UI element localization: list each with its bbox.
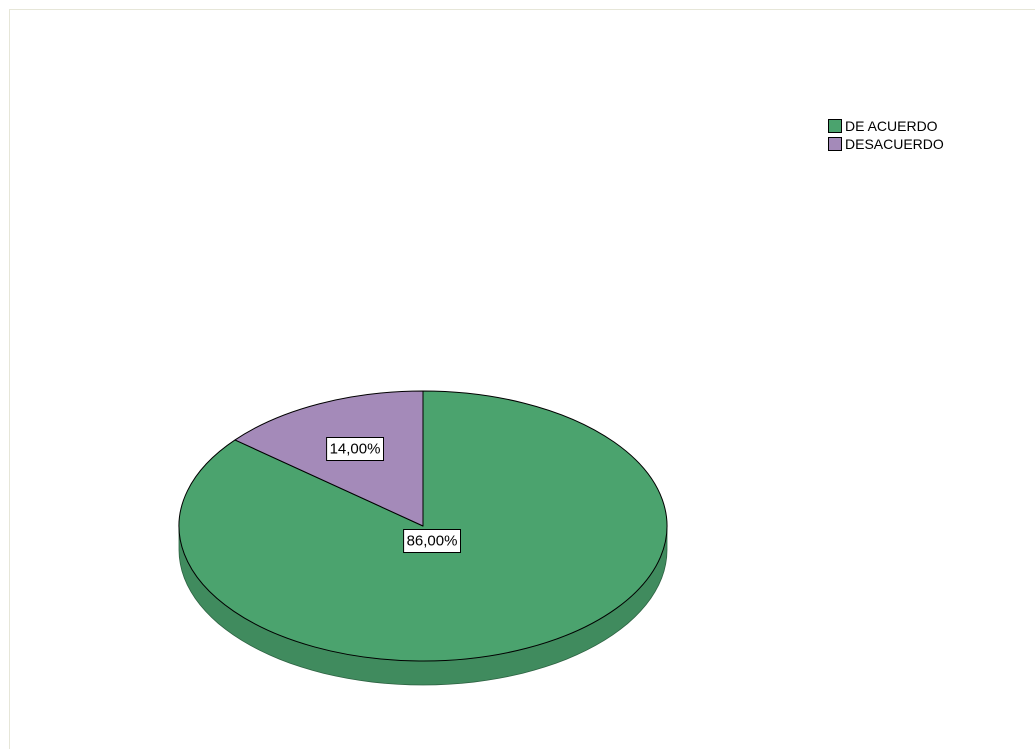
data-label-desacuerdo: 14,00% [326, 437, 385, 461]
data-label-de-acuerdo: 86,00% [403, 529, 462, 553]
legend-swatch-de-acuerdo [828, 119, 842, 133]
legend-label-de-acuerdo: DE ACUERDO [845, 118, 938, 134]
data-label-text: 14,00% [330, 441, 381, 458]
legend: DE ACUERDO DESACUERDO [828, 117, 944, 153]
legend-swatch-desacuerdo [828, 137, 842, 151]
legend-item-de-acuerdo: DE ACUERDO [828, 117, 944, 135]
legend-label-desacuerdo: DESACUERDO [845, 136, 944, 152]
data-label-box [326, 437, 385, 461]
pie-data-labels: 86,00% 14,00% [326, 437, 462, 553]
data-label-text: 86,00% [407, 533, 458, 550]
pie-slices [178, 390, 668, 662]
legend-item-desacuerdo: DESACUERDO [828, 135, 944, 153]
data-label-box [403, 529, 462, 553]
